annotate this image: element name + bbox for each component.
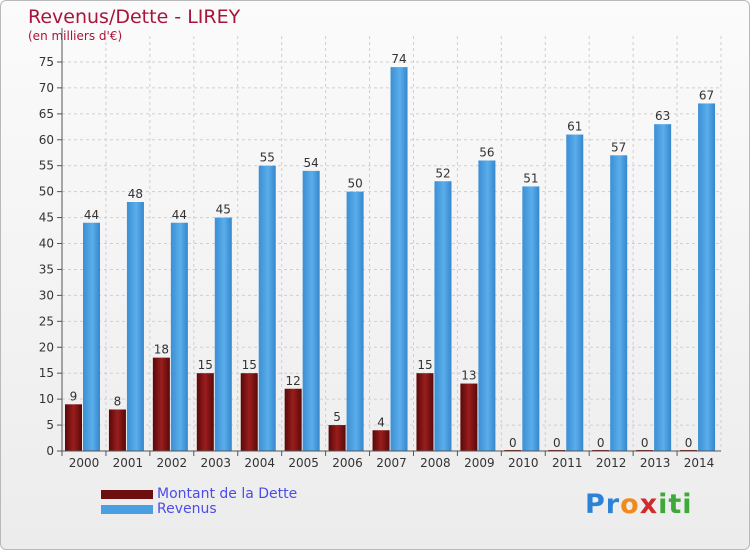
- bar-revenus: [522, 186, 540, 451]
- data-label-revenus: 50: [347, 177, 362, 191]
- y-tick-label: 5: [46, 418, 54, 432]
- bar-dette: [328, 425, 346, 451]
- y-tick-label: 60: [39, 133, 54, 147]
- labels-layer: 9 44 8 48 18 44 15 45 15 55 12 54 5 50 4 74 15 52 13 56 0 51 0…: [70, 52, 715, 450]
- data-label-dette: 13: [461, 369, 476, 383]
- data-label-revenus: 57: [611, 140, 626, 154]
- bar-revenus: [214, 217, 232, 451]
- bar-revenus: [434, 181, 452, 451]
- bar-revenus: [478, 160, 496, 451]
- legend-swatch-revenus: [101, 505, 153, 514]
- data-label-dette: 8: [114, 395, 122, 409]
- data-label-dette: 4: [377, 415, 385, 429]
- data-label-dette: 18: [154, 343, 169, 357]
- bar-dette: [372, 430, 390, 451]
- y-tick-label: 55: [39, 159, 54, 173]
- data-label-dette: 0: [597, 436, 605, 450]
- x-tick-label: 2003: [200, 456, 231, 470]
- bar-revenus: [258, 165, 276, 451]
- legend-swatch-dette: [101, 490, 153, 499]
- data-label-revenus: 52: [435, 166, 450, 180]
- bar-dette: [65, 404, 82, 451]
- x-tick-label: 2002: [157, 456, 188, 470]
- bar-revenus: [654, 124, 672, 451]
- y-tick-label: 35: [39, 262, 54, 276]
- data-label-dette: 12: [286, 374, 301, 388]
- chart-subtitle: (en milliers d'€): [28, 29, 123, 43]
- bar-revenus: [566, 134, 584, 451]
- proxiti-logo: Proxiti: [585, 489, 693, 520]
- bar-revenus: [170, 222, 188, 451]
- y-tick-label: 25: [39, 314, 54, 328]
- data-label-revenus: 51: [523, 171, 538, 185]
- data-label-revenus: 44: [172, 208, 187, 222]
- x-tick-label: 2012: [596, 456, 627, 470]
- x-tick-label: 2001: [113, 456, 144, 470]
- data-label-revenus: 45: [216, 203, 231, 217]
- data-label-revenus: 63: [655, 109, 670, 123]
- x-tick-label: 2007: [376, 456, 407, 470]
- data-label-revenus: 67: [699, 88, 714, 102]
- data-label-dette: 5: [333, 410, 341, 424]
- data-label-dette: 15: [198, 358, 213, 372]
- x-tick-label: 2014: [684, 456, 715, 470]
- chart-title: Revenus/Dette - LIREY: [28, 6, 241, 28]
- y-tick-label: 50: [39, 185, 54, 199]
- bar-dette: [460, 383, 478, 451]
- x-tick-label: 2008: [420, 456, 451, 470]
- bar-revenus: [126, 202, 144, 451]
- bar-dette: [284, 388, 302, 451]
- bar-revenus: [302, 170, 320, 451]
- data-label-revenus: 55: [260, 151, 275, 165]
- bar-revenus: [610, 155, 628, 451]
- y-tick-label: 10: [39, 392, 54, 406]
- y-tick-label: 30: [39, 288, 54, 302]
- y-tick-label: 75: [39, 55, 54, 69]
- data-label-dette: 15: [417, 358, 432, 372]
- y-tick-label: 20: [39, 340, 54, 354]
- x-tick-label: 2013: [640, 456, 671, 470]
- bar-revenus: [698, 103, 716, 451]
- x-tick-label: 2011: [552, 456, 583, 470]
- bar-dette: [416, 373, 434, 451]
- y-tick-label: 70: [39, 81, 54, 95]
- bar-revenus: [346, 191, 364, 451]
- x-tick-label: 2009: [464, 456, 495, 470]
- y-tick-label: 0: [46, 444, 54, 458]
- legend-label-dette: Montant de la Dette: [157, 486, 298, 502]
- data-label-dette: 0: [509, 436, 517, 450]
- legend-label-revenus: Revenus: [157, 501, 217, 517]
- data-label-revenus: 44: [84, 208, 99, 222]
- y-tick-label: 45: [39, 211, 54, 225]
- data-label-dette: 15: [242, 358, 257, 372]
- data-label-dette: 0: [641, 436, 649, 450]
- x-tick-label: 2010: [508, 456, 539, 470]
- x-tick-label: 2005: [288, 456, 319, 470]
- x-tick-label: 2004: [244, 456, 275, 470]
- data-label-revenus: 48: [128, 187, 143, 201]
- data-label-revenus: 56: [479, 146, 494, 160]
- x-tick-label: 2000: [69, 456, 100, 470]
- bar-revenus: [390, 67, 408, 451]
- y-tick-label: 15: [39, 366, 54, 380]
- data-label-revenus: 74: [391, 52, 406, 66]
- data-label-dette: 0: [685, 436, 693, 450]
- bar-dette: [240, 373, 258, 451]
- data-label-dette: 0: [553, 436, 561, 450]
- data-label-revenus: 61: [567, 120, 582, 134]
- bar-revenus: [83, 222, 100, 451]
- bar-dette: [152, 357, 170, 451]
- data-label-dette: 9: [70, 389, 78, 403]
- bar-dette: [108, 409, 126, 451]
- bar-dette: [196, 373, 214, 451]
- y-tick-label: 40: [39, 237, 54, 251]
- y-tick-label: 65: [39, 107, 54, 121]
- data-label-revenus: 54: [304, 156, 319, 170]
- bars-layer: [65, 67, 716, 451]
- x-tick-label: 2006: [332, 456, 363, 470]
